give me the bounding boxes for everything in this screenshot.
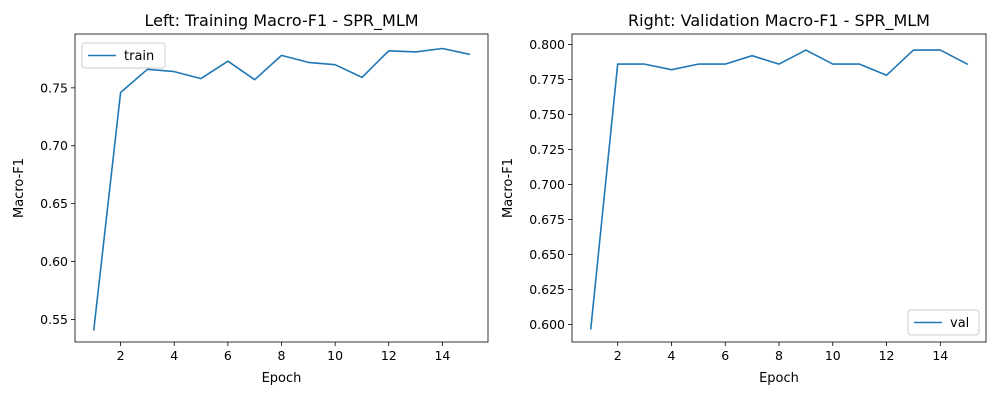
right-y-tick-label: 0.725 (529, 142, 565, 157)
left-y-axis-label: Macro-F1 (12, 158, 27, 218)
right-x-tick-label: 4 (667, 348, 675, 363)
left-y-tick-label: 0.70 (40, 138, 68, 153)
right-x-tick-label: 14 (932, 348, 948, 363)
left-y-tick-label: 0.75 (40, 80, 68, 95)
right-y-tick-label: 0.700 (529, 177, 565, 192)
left-x-tick-label: 6 (224, 348, 232, 363)
left-legend-label: train (124, 49, 154, 64)
right-y-tick-label: 0.750 (529, 107, 565, 122)
right-x-tick-label: 10 (825, 348, 841, 363)
right-y-tick-label: 0.625 (529, 282, 565, 297)
left-legend-box (81, 42, 166, 69)
right-x-axis-label: Epoch (759, 371, 799, 386)
left-plot-frame (74, 33, 489, 343)
left-series-train-line (92, 47, 471, 331)
left-y-tick-label: 0.60 (40, 254, 68, 269)
right-y-tick-label: 0.775 (529, 72, 565, 87)
left-x-tick-label: 14 (434, 348, 450, 363)
right-y-tick-label: 0.800 (529, 37, 565, 52)
right-legend: val (907, 309, 980, 336)
right-legend-label: val (950, 316, 969, 331)
right-y-tick-label: 0.675 (529, 212, 565, 227)
right-x-tick-label: 2 (614, 348, 622, 363)
left-x-tick-label: 8 (278, 348, 286, 363)
left-x-tick-label: 2 (117, 348, 125, 363)
left-x-axis-label: Epoch (262, 371, 302, 386)
left-x-tick-label: 4 (170, 348, 178, 363)
left-y-tick-label: 0.55 (40, 312, 68, 327)
right-plot-frame (571, 33, 987, 343)
left-x-tick-label: 10 (327, 348, 343, 363)
right-chart-title: Right: Validation Macro-F1 - SPR_MLM (628, 11, 930, 31)
right-chart-panel: Right: Validation Macro-F1 - SPR_MLM 2 4 6 8… (501, 11, 987, 386)
left-chart-title: Left: Training Macro-F1 - SPR_MLM (144, 11, 418, 31)
right-x-tick-label: 12 (879, 348, 895, 363)
right-y-axis-label: Macro-F1 (501, 158, 516, 218)
left-legend: train (81, 42, 166, 69)
right-x-tick-label: 8 (775, 348, 783, 363)
right-series-val-line (589, 49, 969, 330)
left-x-tick-label: 12 (381, 348, 397, 363)
left-y-tick-label: 0.65 (40, 196, 68, 211)
right-legend-box (907, 309, 980, 336)
right-x-tick-label: 6 (721, 348, 729, 363)
left-chart-panel: Left: Training Macro-F1 - SPR_MLM 2 4 6 8 10 1… (12, 11, 489, 386)
right-y-tick-label: 0.650 (529, 247, 565, 262)
right-y-tick-label: 0.600 (529, 317, 565, 332)
